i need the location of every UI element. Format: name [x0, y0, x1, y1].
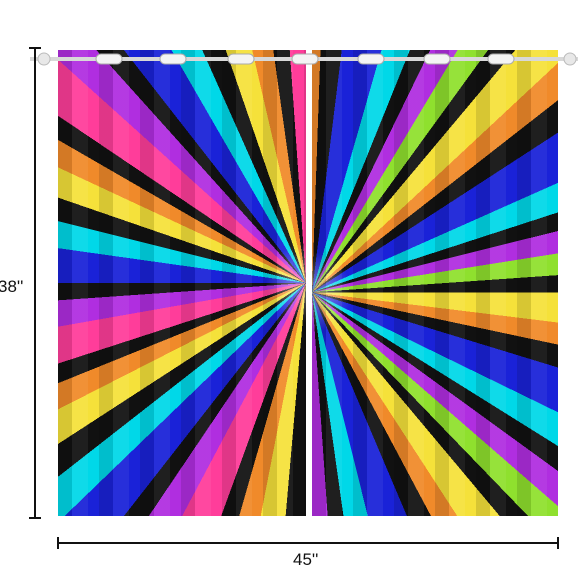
fabric-folds [312, 50, 558, 516]
grommet [487, 53, 515, 65]
tie-dye-pattern [312, 50, 558, 516]
grommet [227, 53, 255, 65]
height-dimension [29, 47, 41, 519]
tie-dye-pattern [58, 50, 306, 516]
width-label: 45'' [293, 550, 319, 569]
rod-finial [37, 52, 51, 66]
fabric-folds [58, 50, 306, 516]
grommet [291, 53, 319, 65]
right-curtain-panel [312, 50, 558, 516]
width-dimension [57, 537, 559, 549]
left-curtain-panel [58, 50, 306, 516]
grommet [159, 53, 187, 65]
grommet [357, 53, 385, 65]
rod-finial [563, 52, 577, 66]
grommets [95, 53, 515, 65]
grommet [423, 53, 451, 65]
grommet [95, 53, 123, 65]
height-label: 38'' [0, 277, 24, 296]
